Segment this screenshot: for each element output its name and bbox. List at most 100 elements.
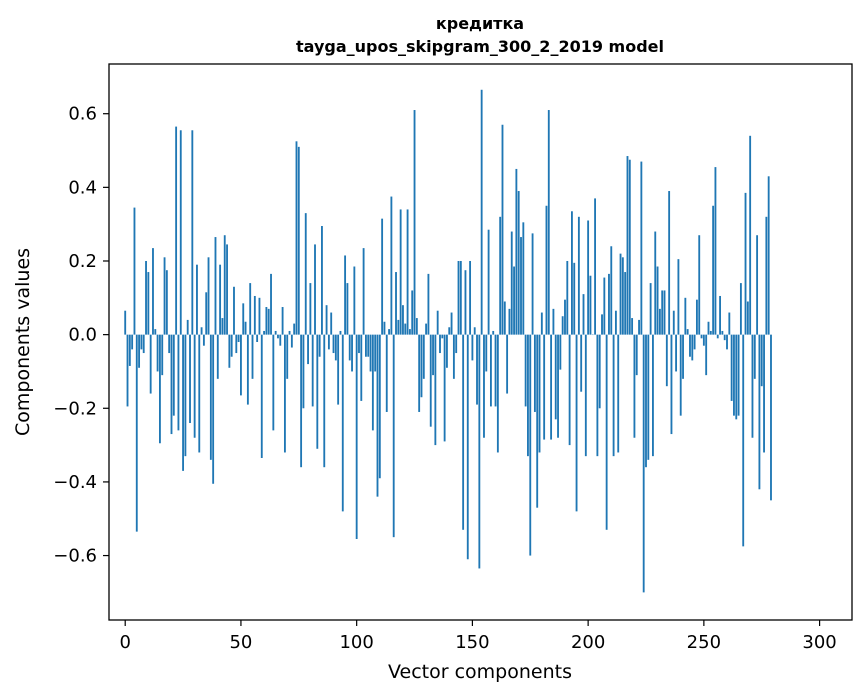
bar-226 (647, 334, 650, 460)
bar-51 (242, 303, 245, 335)
x-tick-label-150: 150 (455, 632, 489, 653)
bar-238 (675, 334, 678, 372)
bar-126 (415, 318, 418, 335)
bar-6 (138, 334, 141, 368)
bar-103 (362, 248, 365, 335)
bar-181 (543, 334, 546, 440)
bar-142 (452, 334, 455, 379)
bar-132 (429, 334, 432, 427)
bar-257 (719, 295, 721, 335)
bar-274 (758, 334, 761, 490)
bar-43 (223, 235, 226, 335)
bar-148 (466, 334, 469, 560)
bar-252 (707, 321, 710, 335)
bar-239 (677, 259, 680, 335)
bar-188 (559, 334, 562, 370)
bar-194 (573, 262, 576, 335)
bar-84 (318, 334, 321, 357)
bar-97 (348, 334, 351, 361)
bar-130 (425, 323, 428, 335)
bar-32 (198, 334, 201, 453)
bar-27 (186, 319, 189, 335)
bar-212 (614, 310, 617, 335)
bar-216 (624, 272, 627, 335)
bar-116 (392, 334, 395, 538)
bar-117 (395, 272, 397, 335)
bar-215 (621, 257, 624, 335)
bar-275 (760, 334, 763, 387)
bar-88 (327, 334, 330, 350)
bar-23 (177, 334, 180, 431)
bar-59 (260, 334, 263, 458)
bar-140 (448, 327, 451, 335)
bar-46 (230, 334, 233, 357)
bar-108 (374, 334, 377, 372)
bar-118 (397, 319, 400, 335)
bar-111 (381, 218, 384, 335)
bar-30 (193, 334, 196, 438)
bar-72 (290, 334, 293, 348)
bar-176 (531, 233, 534, 335)
bar-210 (610, 246, 613, 335)
bar-244 (689, 334, 691, 357)
y-tick-label-2: −0.2 (53, 398, 97, 419)
bar-45 (228, 334, 231, 368)
x-tick-label-300: 300 (802, 632, 836, 653)
bar-62 (267, 308, 270, 335)
bar-249 (700, 334, 703, 339)
bar-221 (635, 334, 638, 376)
bar-222 (638, 319, 640, 335)
bar-105 (367, 334, 370, 357)
bar-38 (212, 334, 215, 484)
bar-50 (240, 334, 242, 396)
bar-57 (256, 334, 259, 342)
bar-182 (545, 205, 548, 335)
bar-268 (744, 192, 747, 335)
bar-124 (411, 290, 414, 335)
bar-35 (205, 292, 208, 335)
bar-14 (156, 334, 159, 372)
bar-269 (746, 301, 749, 335)
bar-128 (420, 334, 423, 398)
bar-259 (723, 334, 726, 341)
bar-2 (128, 334, 131, 366)
bar-214 (619, 253, 622, 335)
bar-75 (297, 146, 300, 335)
bar-167 (510, 231, 513, 335)
y-tick-label-0: −0.6 (53, 546, 97, 567)
bar-184 (550, 334, 553, 440)
bar-70 (286, 334, 289, 379)
bar-225 (645, 334, 647, 468)
bar-163 (501, 124, 504, 335)
bar-21 (172, 334, 175, 416)
bar-219 (631, 318, 634, 335)
bar-110 (378, 334, 381, 479)
bar-19 (168, 334, 171, 354)
bar-82 (314, 244, 316, 335)
bar-12 (152, 248, 154, 335)
bar-256 (716, 334, 719, 339)
bar-166 (508, 308, 511, 335)
bar-61 (265, 307, 268, 335)
bar-10 (147, 272, 150, 335)
bar-258 (721, 330, 724, 335)
bar-243 (686, 329, 689, 335)
bar-55 (251, 334, 254, 379)
bar-127 (418, 334, 421, 412)
bar-147 (464, 270, 467, 335)
x-axis-ticks: 0 50 100 150 200 250 300 (119, 620, 837, 653)
bar-278 (767, 176, 770, 335)
bar-171 (520, 237, 522, 335)
bar-15 (159, 334, 161, 444)
bar-85 (321, 226, 323, 335)
bar-122 (406, 209, 409, 335)
bar-266 (739, 283, 742, 335)
bar-37 (209, 334, 212, 460)
bar-208 (605, 334, 608, 530)
bar-107 (371, 334, 374, 431)
bar-276 (763, 334, 765, 453)
bar-195 (575, 334, 578, 512)
bar-53 (246, 334, 249, 405)
bar-156 (485, 334, 488, 372)
bar-146 (462, 334, 465, 530)
